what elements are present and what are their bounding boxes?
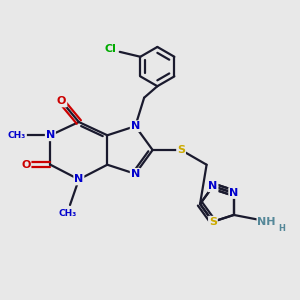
Text: O: O bbox=[21, 160, 31, 170]
Text: Cl: Cl bbox=[105, 44, 117, 54]
Text: H: H bbox=[278, 224, 285, 233]
Text: N: N bbox=[131, 169, 140, 179]
Text: N: N bbox=[46, 130, 55, 140]
Text: CH₃: CH₃ bbox=[58, 209, 77, 218]
Text: CH₃: CH₃ bbox=[8, 131, 26, 140]
Text: N: N bbox=[74, 174, 83, 184]
Text: NH: NH bbox=[257, 217, 276, 227]
Text: S: S bbox=[209, 217, 217, 227]
Text: S: S bbox=[177, 145, 185, 155]
Text: N: N bbox=[208, 181, 218, 191]
Text: O: O bbox=[57, 96, 66, 106]
Text: N: N bbox=[229, 188, 239, 198]
Text: N: N bbox=[131, 121, 140, 131]
